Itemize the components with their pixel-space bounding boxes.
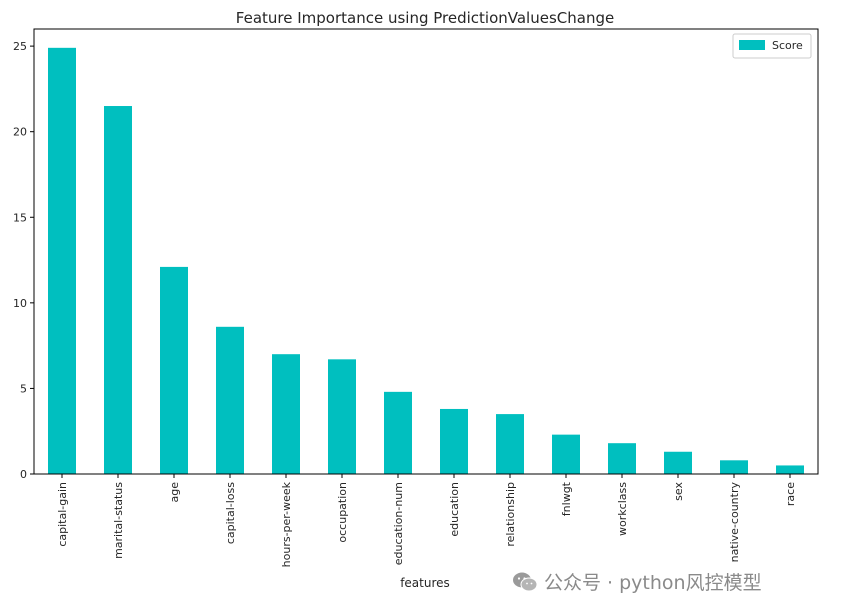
- x-tick-label: hours-per-week: [280, 481, 293, 567]
- legend-label: Score: [772, 39, 803, 52]
- bar-sex: [664, 451, 692, 474]
- x-tick-label: capital-gain: [56, 482, 69, 547]
- bar-capital-loss: [216, 326, 244, 474]
- bar-native-country: [720, 460, 748, 474]
- bar-race: [776, 465, 804, 474]
- x-tick-label: occupation: [336, 482, 349, 543]
- x-tick-label: relationship: [504, 482, 517, 547]
- wechat-icon: [513, 572, 538, 591]
- bar-workclass: [608, 443, 636, 474]
- x-tick-label: marital-status: [112, 482, 125, 559]
- y-tick-label: 10: [13, 297, 27, 310]
- y-tick-label: 5: [20, 382, 27, 395]
- chart-title: Feature Importance using PredictionValue…: [236, 9, 614, 27]
- x-tick-label: education-num: [392, 482, 405, 565]
- x-tick-label: sex: [672, 482, 685, 501]
- bar-education-num: [384, 391, 412, 474]
- y-tick-label: 0: [20, 468, 27, 481]
- watermark-text: 公众号 · python风控模型: [544, 572, 762, 594]
- legend: Score: [732, 33, 812, 59]
- bar-marital-status: [104, 106, 132, 475]
- x-tick-label: capital-loss: [224, 482, 237, 544]
- watermark: 公众号 · python风控模型: [512, 568, 762, 595]
- bar-hours-per-week: [272, 354, 300, 474]
- x-tick-label: workclass: [616, 482, 629, 536]
- plot-frame: [33, 28, 819, 475]
- x-tick-label: age: [168, 482, 181, 503]
- x-tick-label: fnlwgt: [560, 481, 573, 516]
- bar-fnlwgt: [552, 434, 580, 474]
- bar-education: [440, 408, 468, 474]
- x-tick-label: native-country: [728, 482, 741, 563]
- bar-relationship: [496, 414, 524, 474]
- x-tick-label: education: [448, 482, 461, 537]
- y-tick-label: 25: [13, 40, 27, 53]
- y-tick-label: 15: [13, 211, 27, 224]
- y-tick-label: 20: [13, 126, 27, 139]
- bar-age: [160, 266, 188, 474]
- legend-swatch: [739, 40, 765, 50]
- x-axis-label: features: [400, 576, 450, 590]
- bar-occupation: [328, 359, 356, 474]
- bar-capital-gain: [48, 47, 76, 474]
- x-tick-label: race: [784, 482, 797, 506]
